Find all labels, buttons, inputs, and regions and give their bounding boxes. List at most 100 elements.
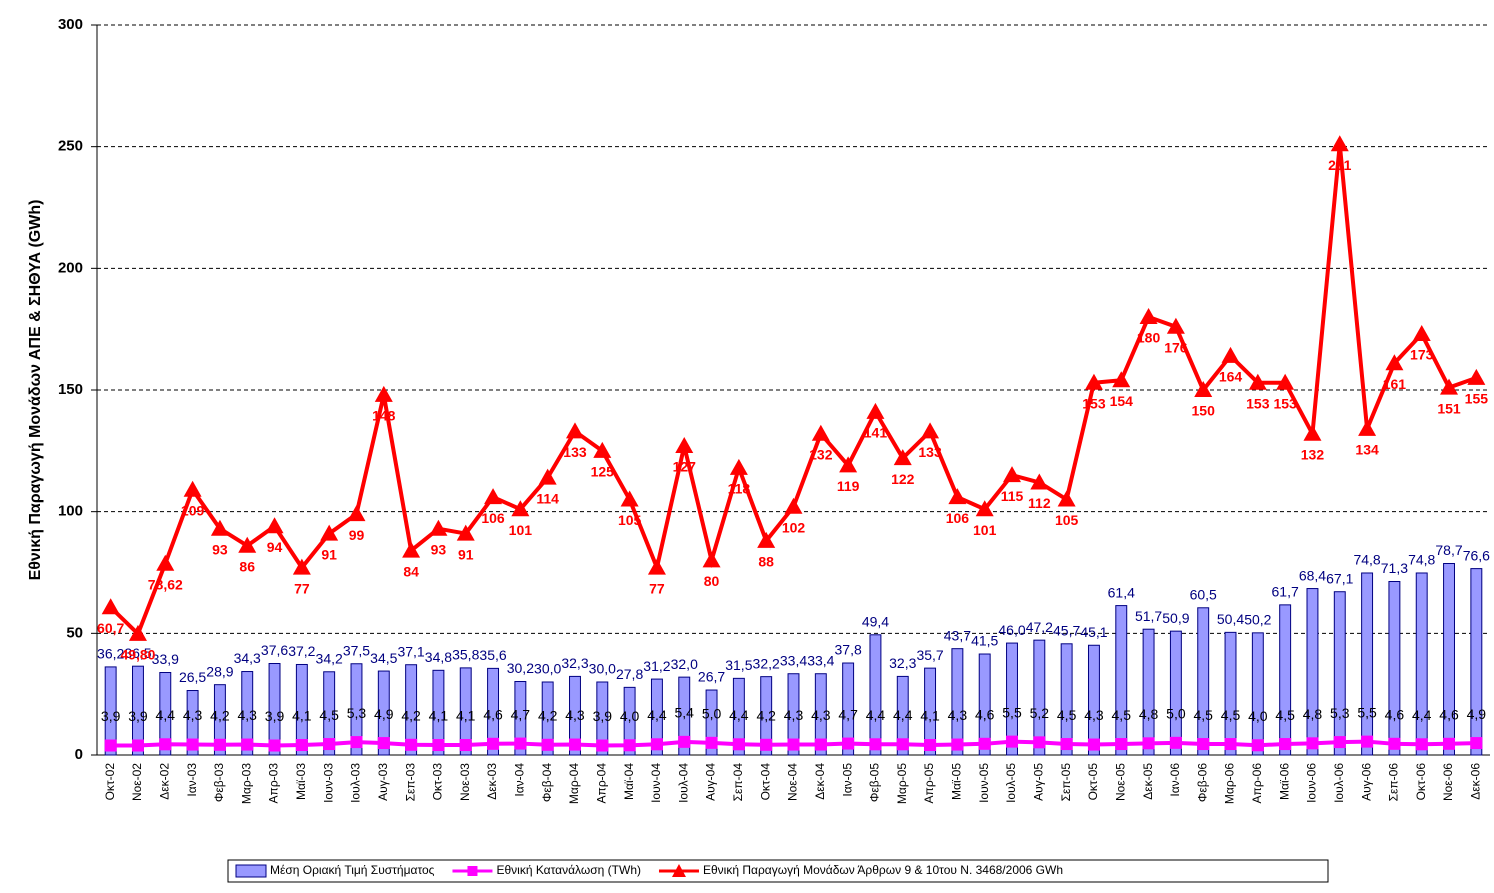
x-tick-label: Ιουλ-06 [1332, 763, 1346, 803]
marker [951, 738, 964, 751]
data-label: 91 [458, 546, 474, 562]
marker [1194, 381, 1213, 397]
marker [1033, 736, 1046, 749]
x-tick-label: Αυγ-06 [1359, 763, 1373, 801]
marker [1057, 490, 1076, 507]
data-label: 5,3 [1330, 705, 1350, 721]
marker [1440, 378, 1459, 395]
bar [1224, 631, 1237, 756]
data-label: 5,3 [347, 705, 367, 721]
data-label: 77 [294, 580, 310, 596]
marker [1087, 738, 1100, 751]
data-label: 125 [591, 464, 615, 480]
data-label: 132 [1301, 447, 1325, 463]
marker [1084, 373, 1103, 390]
bar [814, 673, 827, 756]
data-label: 74,8 [1353, 552, 1380, 568]
x-tick-label: Απρ-03 [267, 763, 281, 804]
data-label: 71,3 [1381, 560, 1408, 576]
data-label: 60,5 [1190, 586, 1217, 602]
data-label: 118 [728, 481, 751, 497]
marker [866, 402, 885, 419]
data-label: 153 [1246, 395, 1270, 411]
data-label: 154 [1110, 393, 1134, 409]
bar [186, 690, 199, 756]
marker [565, 422, 584, 439]
marker [1142, 737, 1155, 750]
marker [128, 624, 147, 641]
x-tick-label: Οκτ-04 [758, 763, 772, 801]
data-label: 4,3 [1084, 707, 1104, 723]
data-label: 4,6 [483, 707, 503, 723]
data-label: 74,8 [1408, 552, 1435, 568]
marker [675, 436, 694, 453]
data-label: 94 [267, 539, 283, 555]
data-label: 4,0 [620, 708, 640, 724]
marker [541, 738, 554, 751]
data-label: 61,7 [1272, 584, 1299, 600]
x-tick-label: Απρ-04 [594, 763, 608, 804]
x-tick-label: Μαρ-04 [567, 763, 581, 804]
bar [1361, 572, 1374, 756]
bar [350, 663, 363, 756]
marker [1276, 373, 1295, 390]
data-label: 3,9 [593, 708, 613, 724]
data-label: 4,1 [456, 708, 476, 724]
data-label: 115 [1001, 488, 1024, 504]
data-label: 132 [809, 447, 833, 463]
legend-label: Εθνική Παραγωγή Μονάδων Άρθρων 9 & 10του… [703, 863, 1063, 877]
x-tick-label: Μαρ-03 [239, 763, 253, 804]
x-tick-label: Νοε-04 [786, 763, 800, 801]
data-label: 30,2 [507, 660, 534, 676]
data-label: 173 [1410, 347, 1434, 363]
x-tick-label: Ιαν-03 [185, 763, 199, 797]
data-label: 26,7 [698, 669, 725, 685]
marker [183, 480, 202, 497]
data-label: 4,4 [729, 707, 749, 723]
x-tick-label: Ιουν-06 [1305, 763, 1319, 803]
data-label: 4,5 [1193, 707, 1213, 723]
marker [405, 738, 418, 751]
data-label: 4,5 [1275, 707, 1295, 723]
bar [896, 675, 909, 756]
marker [1006, 735, 1019, 748]
y-tick-label: 100 [58, 503, 83, 520]
marker [456, 524, 475, 541]
x-tick-label: Φεβ-05 [868, 763, 882, 802]
marker [265, 517, 284, 534]
data-label: 4,5 [1057, 707, 1077, 723]
bar [377, 670, 390, 756]
legend-swatch [671, 864, 686, 877]
y-tick-label: 50 [66, 624, 83, 641]
bar [760, 676, 773, 756]
data-label: 35,8 [452, 647, 479, 663]
data-label: 35,6 [479, 647, 506, 663]
y-tick-label: 200 [58, 259, 83, 276]
bar [1415, 572, 1428, 756]
data-label: 84 [403, 563, 419, 579]
bar [432, 669, 445, 756]
marker [1224, 738, 1237, 751]
marker [620, 490, 639, 507]
x-tick-label: Μαϊ-03 [294, 763, 308, 800]
x-tick-label: Απρ-05 [922, 763, 936, 804]
data-label: 51,7 [1135, 608, 1162, 624]
marker [975, 500, 994, 517]
data-label: 164 [1219, 369, 1243, 385]
x-tick-label: Ιαν-04 [513, 763, 527, 797]
data-label: 4,9 [374, 706, 394, 722]
x-tick-label: Μαϊ-06 [1277, 763, 1291, 800]
marker [650, 738, 663, 751]
data-label: 32,3 [889, 655, 916, 671]
bar [541, 681, 554, 756]
marker [811, 424, 830, 441]
x-tick-label: Απρ-06 [1250, 763, 1264, 804]
x-tick-label: Ιουν-03 [321, 763, 335, 803]
data-label: 4,3 [183, 707, 203, 723]
marker [593, 441, 612, 458]
data-label: 112 [1028, 495, 1051, 511]
bar [705, 689, 718, 756]
marker [1166, 317, 1185, 334]
x-tick-label: Αυγ-04 [704, 763, 718, 801]
x-tick-label: Οκτ-05 [1086, 763, 1100, 801]
